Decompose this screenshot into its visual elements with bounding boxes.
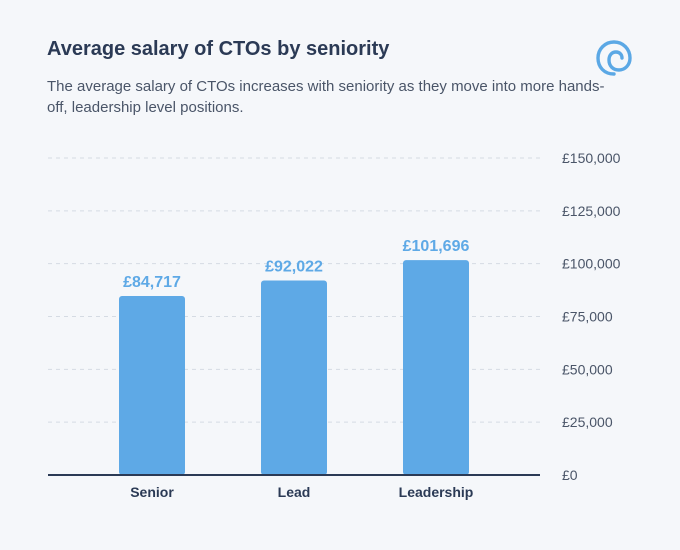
x-category-label: Senior (130, 484, 174, 500)
chart-subtitle: The average salary of CTOs increases wit… (47, 78, 605, 116)
y-tick-label: £150,000 (562, 150, 621, 166)
bar-senior (119, 295, 185, 475)
bar-leadership (403, 260, 469, 475)
bars (119, 260, 469, 475)
bar-chart: £84,717£92,022£101,696 £0£25,000£50,000£… (48, 150, 621, 500)
axes: £0 £25,000 £50,000 £75,000 £100,000 £125,000 £… (48, 150, 621, 500)
data-label: £101,696 (403, 238, 470, 255)
spiral-logo-icon (596, 40, 632, 76)
data-label: £84,717 (123, 274, 181, 291)
data-label: £92,022 (265, 259, 323, 276)
chart-title: Average salary of CTOs by seniority (47, 38, 390, 60)
y-tick-label: £125,000 (562, 203, 621, 219)
y-tick-label: £100,000 (562, 256, 621, 272)
data-labels: £84,717 £92,022 £101,696 (123, 238, 469, 291)
x-category-label: Lead (278, 484, 311, 500)
bar-lead (261, 280, 327, 475)
y-tick-label: £50,000 (562, 361, 613, 377)
y-tick-label: £25,000 (562, 414, 613, 430)
y-tick-label: £75,000 (562, 309, 613, 325)
y-tick-label: £0 (562, 467, 578, 483)
x-category-label: Leadership (399, 484, 474, 500)
